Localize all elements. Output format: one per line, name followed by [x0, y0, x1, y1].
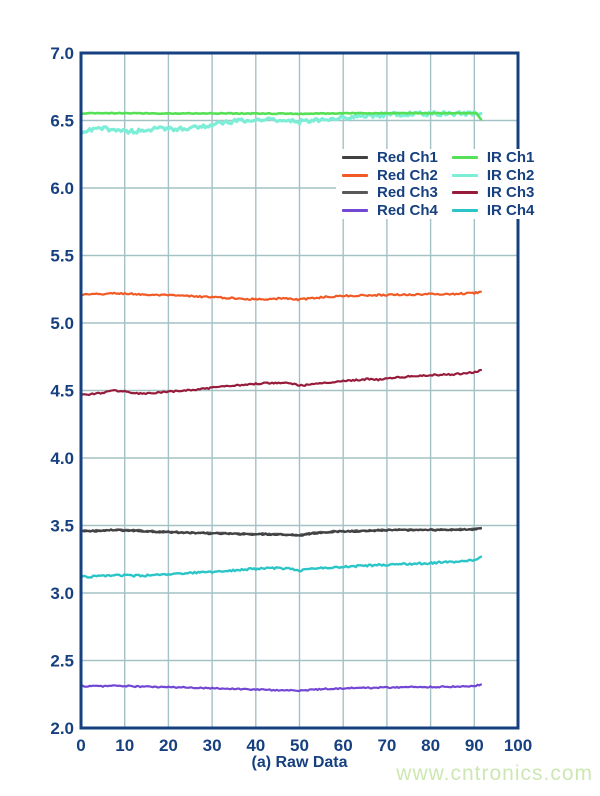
legend-label: Red Ch3 [377, 184, 438, 202]
legend-item-ir-ch3: IR Ch3 [451, 184, 535, 202]
legend-label: IR Ch1 [486, 149, 535, 167]
y-tick-label: 6.0 [50, 179, 74, 198]
legend-label: IR Ch4 [486, 201, 535, 219]
y-tick-label: 4.5 [50, 382, 74, 401]
legend-label: Red Ch2 [377, 166, 438, 184]
legend-swatch [451, 191, 478, 195]
x-axis-caption: (a) Raw Data [251, 754, 348, 771]
legend-label: IR Ch3 [486, 184, 535, 202]
legend-label: Red Ch1 [377, 149, 438, 167]
x-tick-label: 80 [421, 736, 440, 755]
legend-label: Red Ch4 [377, 201, 438, 219]
y-tick-label: 4.0 [50, 449, 74, 468]
series-line-ir-ch3 [79, 368, 482, 397]
legend-label: IR Ch2 [486, 166, 535, 184]
y-tick-label: 5.5 [50, 247, 74, 266]
legend-swatch [451, 173, 478, 177]
x-tick-label: 50 [290, 736, 309, 755]
legend-item-ir-ch1: IR Ch1 [451, 149, 535, 167]
legend-item-red-ch1: Red Ch1 [342, 150, 438, 165]
series-line-ir-ch4 [79, 555, 483, 579]
legend-item-ir-ch4: IR Ch4 [451, 201, 535, 219]
series-line-red-ch4 [79, 683, 482, 693]
chart-legend: Red Ch1 Red Ch2 Red Ch3 Red Ch4 IR Ch1 IR Ch2… [336, 149, 534, 219]
y-tick-label: 6.5 [50, 112, 74, 131]
x-tick-label: 70 [377, 736, 396, 755]
y-tick-label: 3.0 [50, 584, 74, 603]
x-tick-label: 60 [334, 736, 353, 755]
series-line-ir-ch1 [79, 111, 483, 121]
legend-item-red-ch3: Red Ch3 [342, 185, 438, 200]
y-tick-label: 2.5 [50, 652, 74, 671]
series-line-red-ch2 [79, 290, 482, 302]
x-tick-label: 40 [246, 736, 265, 755]
x-tick-label: 100 [504, 736, 532, 755]
y-tick-label: 2.0 [50, 719, 74, 738]
series-line-red-ch1 [79, 527, 482, 537]
y-tick-label: 3.5 [50, 517, 74, 536]
legend-swatch [451, 156, 478, 160]
legend-item-red-ch4: Red Ch4 [342, 203, 438, 218]
legend-swatch [342, 208, 368, 212]
x-tick-label: 20 [159, 736, 178, 755]
legend-swatch [342, 156, 368, 160]
legend-swatch [342, 173, 368, 177]
y-tick-label: 5.0 [50, 314, 74, 333]
series-line-ir-ch2 [79, 109, 483, 135]
legend-item-red-ch2: Red Ch2 [342, 168, 438, 183]
watermark-text: www.cntronics.com [396, 762, 593, 785]
legend-swatch [451, 208, 478, 212]
x-tick-label: 30 [203, 736, 222, 755]
plot-border [79, 51, 520, 730]
legend-swatch [342, 191, 368, 195]
x-tick-label: 90 [465, 736, 484, 755]
x-tick-label: 10 [115, 736, 134, 755]
x-tick-label: 0 [76, 736, 85, 755]
legend-item-ir-ch2: IR Ch2 [451, 166, 535, 184]
y-tick-label: 7.0 [50, 44, 74, 63]
